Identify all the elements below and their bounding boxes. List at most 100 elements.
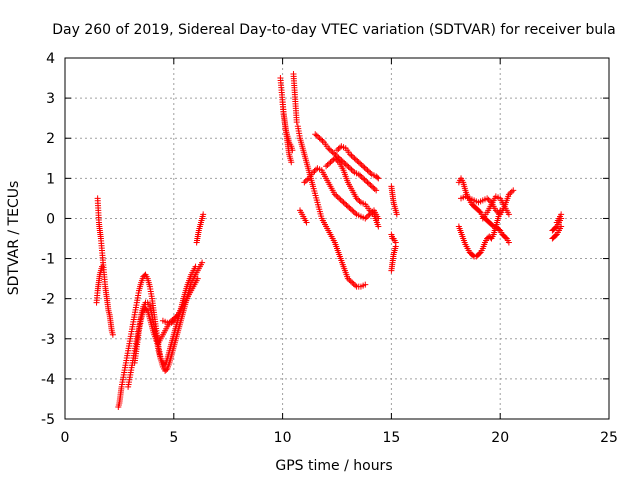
- axis-ticks: 0 5 10 15 20 25 -5 -4 -3 -2 -1 0 1 2 3 4: [41, 51, 618, 446]
- data-point: [344, 203, 351, 210]
- data-point: [326, 146, 333, 153]
- x-tick-label: 0: [61, 430, 70, 446]
- data-point: [288, 159, 295, 166]
- data-point: [358, 161, 365, 168]
- data-point: [109, 331, 116, 338]
- data-point: [494, 208, 501, 215]
- y-tick-label: 2: [46, 131, 55, 147]
- data-point: [315, 133, 322, 140]
- data-point: [345, 163, 352, 170]
- series-arc-12: [312, 131, 380, 194]
- data-point: [502, 234, 509, 241]
- y-tick-label: -2: [41, 292, 55, 308]
- data-point: [364, 179, 371, 186]
- data-point: [485, 196, 492, 203]
- data-point: [331, 191, 338, 198]
- data-point: [348, 166, 355, 173]
- data-point: [558, 211, 565, 218]
- chart-title: Day 260 of 2019, Sidereal Day-to-day VTE…: [52, 22, 615, 38]
- data-point: [366, 207, 373, 214]
- data-point: [476, 208, 483, 215]
- data-point: [364, 167, 371, 174]
- data-point: [552, 224, 559, 231]
- series-arc-22: [479, 193, 512, 222]
- x-tick-label: 25: [600, 430, 618, 446]
- y-tick-label: -1: [41, 252, 55, 268]
- data-point: [183, 295, 190, 302]
- data-point: [312, 131, 319, 138]
- data-point: [163, 366, 170, 373]
- data-point: [333, 156, 340, 163]
- data-point: [199, 259, 206, 266]
- data-point: [346, 276, 353, 283]
- data-point: [352, 210, 359, 217]
- series-arc-5: [159, 295, 190, 326]
- data-point: [293, 119, 300, 126]
- data-point: [347, 206, 354, 213]
- data-point: [505, 239, 512, 246]
- series-arc-23: [549, 223, 565, 242]
- data-point: [508, 188, 515, 195]
- data-point: [98, 263, 105, 270]
- data-point: [344, 162, 351, 169]
- data-point: [484, 195, 491, 202]
- data-point: [374, 174, 381, 181]
- data-point: [301, 179, 308, 186]
- data-point: [367, 182, 374, 189]
- data-point: [375, 175, 382, 182]
- data-point: [360, 163, 367, 170]
- data-point: [496, 226, 503, 233]
- x-tick-label: 20: [491, 430, 509, 446]
- data-point: [352, 156, 359, 163]
- series-arc-9: [290, 71, 300, 126]
- data-point: [368, 183, 375, 190]
- data-point: [341, 159, 348, 166]
- data-point: [347, 151, 354, 158]
- data-point: [495, 210, 502, 217]
- data-point: [289, 147, 296, 154]
- series-arc-16: [388, 183, 400, 218]
- data-point: [476, 250, 483, 257]
- data-point: [344, 275, 351, 282]
- data-point: [343, 202, 350, 209]
- data-point: [310, 169, 317, 176]
- data-point: [316, 135, 323, 142]
- data-point: [365, 212, 372, 219]
- y-tick-label: 1: [46, 171, 55, 187]
- data-point: [303, 219, 310, 226]
- data-point: [302, 178, 309, 185]
- data-point: [342, 161, 349, 168]
- data-point: [334, 147, 340, 154]
- data-point: [349, 207, 356, 214]
- plot-frame: [64, 57, 610, 420]
- data-point: [356, 198, 363, 205]
- data-point: [393, 211, 400, 218]
- data-point: [392, 243, 399, 250]
- data-point: [331, 150, 338, 157]
- data-point: [363, 178, 370, 185]
- data-point: [143, 306, 150, 313]
- data-point: [357, 160, 364, 167]
- data-point: [339, 198, 346, 205]
- data-point: [368, 208, 375, 215]
- data-point: [361, 164, 368, 171]
- data-point: [353, 195, 360, 202]
- data-point: [361, 176, 368, 183]
- data-point: [313, 132, 320, 139]
- data-points: [93, 71, 565, 410]
- data-point: [355, 171, 362, 178]
- data-point: [373, 187, 380, 194]
- y-axis-label: SDTVAR / TECUs: [6, 181, 22, 296]
- data-point: [352, 282, 359, 289]
- data-point: [349, 279, 356, 286]
- data-point: [487, 198, 494, 205]
- data-point: [333, 192, 340, 199]
- x-tick-label: 5: [169, 430, 178, 446]
- series-arc-6: [193, 211, 207, 246]
- data-point: [334, 194, 341, 201]
- data-point: [355, 159, 362, 166]
- data-point: [328, 157, 335, 164]
- data-point: [351, 155, 358, 162]
- data-point: [354, 157, 361, 164]
